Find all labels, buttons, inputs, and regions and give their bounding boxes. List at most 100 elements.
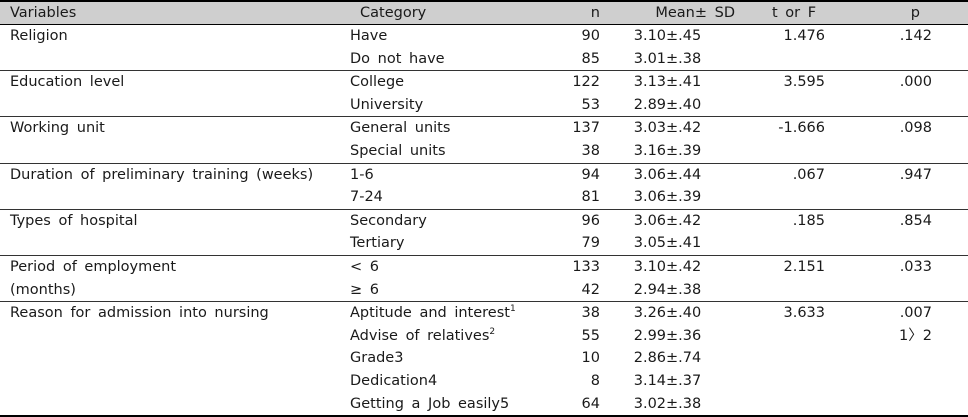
header-category: Category	[350, 0, 560, 25]
variable-cell	[0, 370, 350, 393]
table-row: Grade3 10 2.86±.74	[0, 347, 968, 370]
variable-cell	[0, 94, 350, 117]
header-variables: Variables	[0, 0, 350, 25]
table-row: Tertiary 79 3.05±.41	[0, 232, 968, 255]
mean-sd-cell: 2.99±.36	[633, 327, 702, 344]
table-row: Getting a Job easily5 64 3.02±.38	[0, 392, 968, 417]
header-mean-sd: Mean± SD	[600, 0, 735, 25]
n-cell: 137	[560, 116, 600, 140]
variable-cell: Education level	[0, 70, 350, 94]
mean-sd-cell: 3.10±.42	[600, 254, 735, 279]
category-superscript: 1	[509, 304, 516, 315]
category-cell: Grade3	[350, 350, 404, 367]
n-cell: 64	[560, 392, 600, 417]
n-cell: 38	[581, 142, 600, 159]
t-cell: .067	[735, 162, 853, 187]
p-cell	[853, 48, 968, 71]
mean-sd-cell: 3.03±.42	[600, 116, 735, 140]
mean-sd-cell: 3.10±.45	[600, 23, 735, 48]
n-cell: 81	[581, 189, 600, 206]
t-cell	[735, 140, 853, 163]
t-cell	[735, 94, 853, 117]
mean-sd-cell: 3.06±.42	[600, 208, 735, 233]
mean-sd-cell: 3.06±.44	[600, 162, 735, 187]
mean-sd-cell: 2.86±.74	[633, 350, 702, 367]
t-cell	[735, 232, 853, 255]
category-cell: General units	[350, 116, 560, 140]
category-cell: Special units	[350, 142, 446, 159]
category-cell: University	[350, 96, 424, 113]
t-cell	[735, 370, 853, 393]
p-cell	[853, 94, 968, 117]
p-cell: .854	[853, 208, 968, 233]
table-row: Advise of relatives2 55 2.99±.36 1〉2	[0, 325, 968, 348]
n-cell: 42	[581, 281, 600, 298]
variable-cell	[0, 232, 350, 255]
t-cell: 1.476	[735, 23, 853, 48]
header-t-or-f: t or F	[735, 0, 853, 25]
t-cell	[735, 48, 853, 71]
table-row: Education level College 122 3.13±.41 3.5…	[0, 70, 968, 94]
p-cell	[853, 370, 968, 393]
p-cell: .098	[853, 116, 968, 140]
t-cell: 2.151	[735, 254, 853, 279]
variable-cell	[0, 48, 350, 71]
p-cell: .142	[853, 23, 968, 48]
mean-sd-cell: 3.06±.39	[633, 189, 702, 206]
mean-sd-cell: 3.16±.39	[633, 142, 702, 159]
header-row: Variables Category n Mean± SD t or F p	[0, 0, 968, 25]
p-cell	[853, 392, 968, 417]
category-cell: Have	[350, 23, 560, 48]
category-cell: < 6	[350, 254, 560, 279]
t-cell: .185	[735, 208, 853, 233]
category-cell: Dedication4	[350, 372, 438, 389]
t-cell	[735, 186, 853, 209]
mean-sd-cell: 3.02±.38	[600, 392, 735, 417]
table-row: Dedication4 8 3.14±.37	[0, 370, 968, 393]
mean-sd-cell: 2.89±.40	[633, 96, 702, 113]
variable-cell: Types of hospital	[0, 208, 350, 233]
category-cell: College	[350, 70, 560, 94]
category-label: Advise of relatives	[350, 327, 490, 344]
category-cell: Secondary	[350, 208, 560, 233]
p-cell: 1〉2	[899, 327, 932, 344]
t-cell	[735, 392, 853, 417]
t-cell: -1.666	[735, 116, 853, 140]
variable-cell	[0, 325, 350, 348]
variable-cell	[0, 186, 350, 209]
p-cell	[853, 186, 968, 209]
variable-cell: Reason for admission into nursing	[0, 301, 350, 325]
n-cell: 133	[560, 254, 600, 279]
header-n: n	[560, 0, 600, 25]
table-row: Period of employment < 6 133 3.10±.42 2.…	[0, 254, 968, 279]
table-row: (months) ≥ 6 42 2.94±.38	[0, 279, 968, 302]
variable-cell	[0, 347, 350, 370]
table-row: University 53 2.89±.40	[0, 94, 968, 117]
t-cell	[735, 347, 853, 370]
table-row: Types of hospital Secondary 96 3.06±.42 …	[0, 208, 968, 233]
p-cell: .000	[853, 70, 968, 94]
variable-cell: (months)	[10, 281, 76, 298]
variable-cell	[0, 140, 350, 163]
p-cell	[853, 279, 968, 302]
table-row: Religion Have 90 3.10±.45 1.476 .142	[0, 23, 968, 48]
p-cell	[853, 140, 968, 163]
n-cell: 90	[560, 23, 600, 48]
n-cell: 122	[560, 70, 600, 94]
table-row: Special units 38 3.16±.39	[0, 140, 968, 163]
category-cell: Do not have	[350, 50, 445, 67]
n-cell: 10	[581, 350, 600, 367]
variable-cell: Religion	[0, 23, 350, 48]
category-cell: 1-6	[350, 162, 560, 187]
p-cell: .947	[853, 162, 968, 187]
category-cell: Tertiary	[350, 235, 405, 252]
p-cell	[853, 232, 968, 255]
t-cell	[735, 279, 853, 302]
header-p: p	[853, 0, 968, 25]
p-cell: .033	[853, 254, 968, 279]
category-cell: 7-24	[350, 189, 383, 206]
variable-cell: Duration of preliminary training (weeks)	[0, 162, 350, 187]
category-label: Aptitude and interest	[350, 305, 510, 322]
n-cell: 79	[581, 235, 600, 252]
